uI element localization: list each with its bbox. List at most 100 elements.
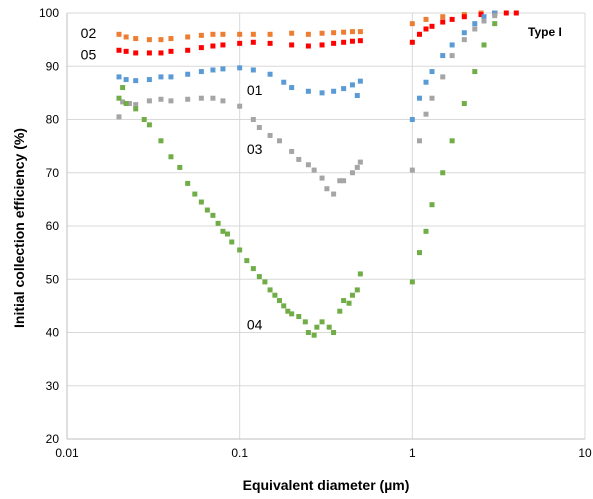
series-labels: 02 05 01 03 04 [81, 25, 263, 332]
data-point [146, 37, 152, 43]
data-point [319, 30, 325, 36]
data-point [210, 43, 216, 49]
data-point [461, 30, 467, 36]
data-point [429, 95, 435, 101]
data-point [210, 31, 216, 37]
data-point [409, 167, 415, 173]
data-point [237, 65, 243, 71]
data-point [423, 79, 429, 85]
data-point [120, 85, 126, 91]
data-point [423, 16, 429, 22]
x-tick-label: 1 [409, 446, 416, 460]
data-point [158, 96, 164, 102]
data-point [305, 330, 311, 335]
data-point [198, 32, 204, 38]
data-point [429, 23, 435, 29]
data-point [503, 10, 509, 16]
data-point [449, 42, 455, 48]
data-point [472, 26, 478, 32]
data-point [289, 42, 295, 48]
data-point [256, 124, 262, 130]
data-point [296, 156, 302, 162]
data-point [133, 102, 139, 108]
data-point [481, 42, 487, 48]
data-point [256, 274, 262, 280]
data-point [331, 40, 337, 46]
series-05 [116, 10, 519, 56]
y-tick-label: 80 [46, 113, 60, 127]
data-point [220, 228, 226, 234]
data-point [177, 164, 183, 170]
data-point [210, 212, 216, 218]
data-point [349, 82, 355, 88]
type-annotation: Type I [528, 25, 562, 39]
data-point [237, 40, 243, 46]
data-point [120, 99, 126, 105]
data-point [116, 31, 122, 37]
data-point [276, 298, 282, 304]
data-points [116, 10, 519, 338]
data-point [229, 239, 235, 245]
data-point [354, 93, 360, 99]
data-point [409, 117, 415, 122]
data-point [276, 138, 282, 144]
data-point [158, 74, 164, 80]
data-point [492, 21, 498, 27]
data-point [423, 26, 429, 32]
data-point [123, 77, 129, 83]
data-point [440, 53, 446, 59]
data-point [133, 78, 139, 84]
data-point [311, 332, 317, 338]
y-tick-label: 50 [46, 272, 60, 286]
data-point [305, 43, 311, 49]
data-point [250, 266, 256, 272]
data-point [341, 39, 347, 45]
data-point [158, 37, 164, 43]
data-point [185, 71, 191, 77]
data-point [281, 79, 287, 85]
gridlines [66, 12, 586, 440]
y-tick-label: 90 [46, 59, 60, 73]
data-point [349, 29, 355, 35]
data-point [331, 88, 337, 94]
data-point [289, 311, 295, 317]
data-point [357, 38, 363, 44]
data-point [440, 19, 446, 25]
data-point [349, 292, 355, 298]
data-point [492, 10, 498, 16]
data-point [123, 48, 129, 54]
data-point [250, 39, 256, 45]
data-point [133, 106, 139, 112]
data-point [326, 324, 332, 330]
data-point [409, 279, 415, 285]
data-point [341, 298, 347, 304]
data-point [289, 30, 295, 36]
data-point [341, 86, 347, 92]
data-point [267, 132, 273, 138]
data-point [461, 14, 467, 20]
data-point [461, 37, 467, 43]
data-point [319, 42, 325, 48]
data-point [281, 303, 287, 309]
data-point [116, 114, 122, 120]
y-tick-label: 40 [46, 326, 60, 340]
y-axis-label: Initial collection efficiency (%) [11, 128, 27, 328]
data-point [324, 186, 330, 192]
data-point [429, 202, 435, 208]
data-point [440, 170, 446, 176]
data-point [337, 308, 343, 314]
data-point [123, 101, 129, 107]
data-point [210, 67, 216, 73]
data-point [168, 36, 174, 42]
data-point [289, 85, 295, 91]
data-point [146, 98, 152, 104]
data-point [492, 13, 498, 19]
data-point [478, 12, 484, 18]
data-point [116, 95, 122, 101]
data-point [449, 53, 455, 59]
data-point [116, 47, 122, 53]
x-tick-label: 0.1 [231, 446, 248, 460]
data-point [237, 103, 243, 109]
data-point [224, 231, 230, 237]
